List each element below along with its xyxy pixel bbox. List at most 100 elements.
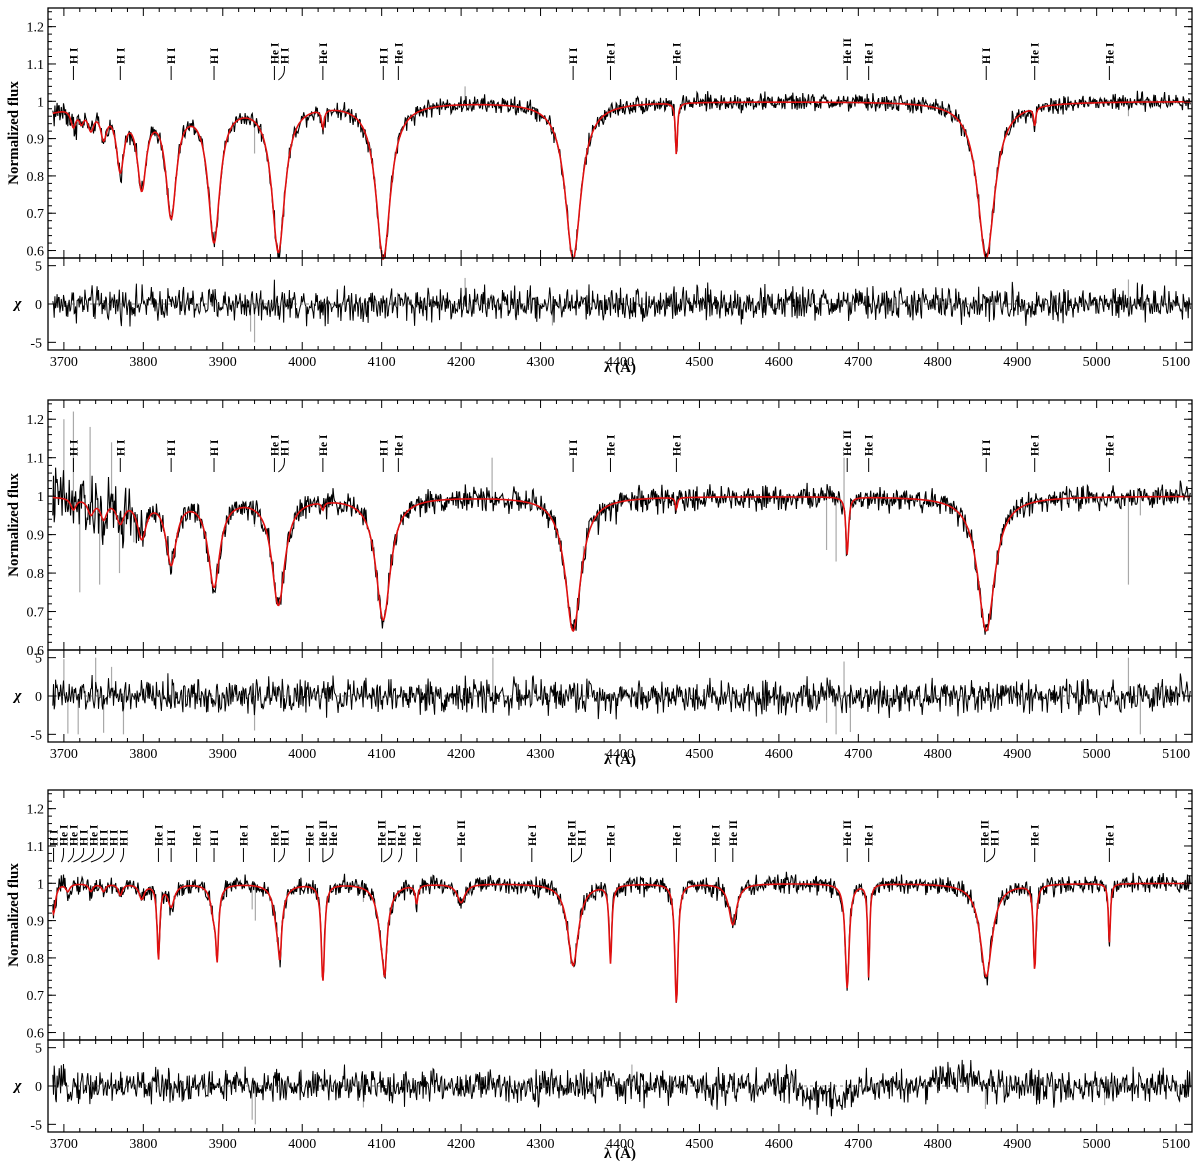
y-tick-label: 1.2 bbox=[27, 803, 45, 818]
line-id-label: He II bbox=[842, 430, 854, 456]
line-id-label: H I bbox=[209, 829, 221, 846]
line-id-label: He I bbox=[1030, 42, 1042, 64]
line-id-label: He I bbox=[527, 824, 539, 846]
line-id-tick bbox=[73, 848, 85, 863]
line-id-label: H I bbox=[115, 439, 127, 456]
y-tick-label: 1.1 bbox=[27, 840, 45, 855]
x-tick-label: 3800 bbox=[129, 747, 157, 762]
x-tick-label: 3900 bbox=[209, 747, 237, 762]
line-id-label: He I bbox=[69, 824, 81, 846]
x-tick-label: 3900 bbox=[209, 1137, 237, 1152]
line-id-tick bbox=[397, 848, 403, 863]
y-tick-label: 0.9 bbox=[27, 915, 45, 930]
x-ticks bbox=[63, 8, 1177, 350]
line-id-tick bbox=[61, 848, 65, 863]
x-tick-label: 3700 bbox=[50, 355, 78, 370]
line-id-label: H I bbox=[387, 829, 399, 846]
line-id-tick bbox=[90, 848, 105, 863]
x-tick-label: 5100 bbox=[1162, 355, 1190, 370]
line-id-tick bbox=[572, 848, 583, 863]
line-id-label: He I bbox=[269, 42, 281, 64]
x-tick-label: 5100 bbox=[1162, 747, 1190, 762]
line-id-label: He I bbox=[864, 42, 876, 64]
x-tick-label: 4000 bbox=[288, 355, 316, 370]
x-tick-label: 5100 bbox=[1162, 1137, 1190, 1152]
residual-curve bbox=[52, 673, 1191, 720]
line-id-label: He II bbox=[980, 820, 992, 846]
y-tick-label: 1.2 bbox=[27, 413, 45, 428]
y-tick-label: -5 bbox=[30, 336, 42, 351]
y-tick-label: 0.9 bbox=[27, 133, 45, 148]
line-id-label: H I bbox=[166, 47, 178, 64]
y-tick-label: -5 bbox=[30, 728, 42, 743]
x-tick-label: 4300 bbox=[527, 747, 555, 762]
line-id-tick bbox=[81, 848, 95, 863]
line-id-label: He I bbox=[304, 824, 316, 846]
x-tick-label: 4400 bbox=[606, 355, 634, 370]
x-tick-label: 4500 bbox=[685, 747, 713, 762]
line-id-tick bbox=[322, 848, 334, 863]
y-tick-label: 0.7 bbox=[27, 207, 45, 222]
line-id-label: He II bbox=[728, 820, 740, 846]
line-id-label: H I bbox=[68, 47, 80, 64]
x-tick-label: 4400 bbox=[606, 1137, 634, 1152]
model-spectrum bbox=[52, 101, 1191, 261]
y-tick-label: 1.2 bbox=[27, 21, 45, 36]
residual-axis-label: χ bbox=[13, 296, 23, 312]
line-id-label: He I bbox=[1104, 824, 1116, 846]
line-id-label: H I bbox=[378, 439, 390, 456]
line-id-label: H I bbox=[279, 829, 291, 846]
x-tick-label: 4700 bbox=[844, 355, 872, 370]
y-tick-label: 0.8 bbox=[27, 170, 45, 185]
x-tick-label: 4600 bbox=[765, 355, 793, 370]
x-axis-label: λ (Å) bbox=[604, 752, 636, 768]
y-tick-label: 5 bbox=[35, 652, 42, 667]
y-tick-label: 5 bbox=[35, 1042, 42, 1057]
spectrum-panel-3: 3700 3800 3900 4000 4100 4200 4300 4400 4500 4600… bbox=[6, 789, 1193, 1162]
x-tick-label: 4100 bbox=[368, 747, 396, 762]
line-id-label: H I bbox=[79, 829, 91, 846]
x-tick-label: 3700 bbox=[50, 1137, 78, 1152]
spectrum-panel-2: 3700 3800 3900 4000 4100 4200 4300 4400 4500 4600… bbox=[6, 399, 1193, 768]
line-id-label: He I bbox=[192, 824, 204, 846]
line-id-label: H I bbox=[577, 829, 589, 846]
line-id-label: He I bbox=[393, 434, 405, 456]
masked-points-flux bbox=[253, 86, 1130, 154]
y-tick-label: 0.9 bbox=[27, 529, 45, 544]
line-id-label: H I bbox=[119, 829, 131, 846]
residual-axis-label: χ bbox=[13, 688, 23, 704]
x-tick-label: 4100 bbox=[368, 1137, 396, 1152]
line-id-label: H I bbox=[981, 439, 993, 456]
line-id-label: He I bbox=[269, 434, 281, 456]
y-tick-label: 1 bbox=[37, 95, 44, 110]
x-tick-label: 4800 bbox=[924, 1137, 952, 1152]
y-tick-label: 5 bbox=[35, 260, 42, 275]
y-tick-label: 0 bbox=[35, 1080, 42, 1095]
observed-spectrum bbox=[52, 871, 1191, 1003]
line-id-label: H I bbox=[981, 47, 993, 64]
line-id-label: H I bbox=[49, 829, 61, 846]
x-tick-label: 4100 bbox=[368, 355, 396, 370]
line-id-tick bbox=[67, 848, 75, 863]
line-id-label: H I bbox=[990, 829, 1002, 846]
y-tick-label: 1 bbox=[37, 490, 44, 505]
line-id-label: He I bbox=[1030, 434, 1042, 456]
x-tick-label: 4200 bbox=[447, 1137, 475, 1152]
x-tick-label: 4500 bbox=[685, 1137, 713, 1152]
y-tick-label: 0 bbox=[35, 298, 42, 313]
line-id-tick bbox=[383, 848, 393, 863]
x-tick-label: 4500 bbox=[685, 355, 713, 370]
y-tick-label: 0.7 bbox=[27, 606, 45, 621]
line-id-label: He I bbox=[1104, 434, 1116, 456]
line-id-label: He I bbox=[671, 42, 683, 64]
line-id-label: He I bbox=[238, 824, 250, 846]
x-tick-label: 4200 bbox=[447, 747, 475, 762]
x-tick-label: 4700 bbox=[844, 747, 872, 762]
y-tick-label: 0.6 bbox=[27, 245, 45, 260]
line-id-label: He II bbox=[842, 38, 854, 64]
line-id-label: H I bbox=[99, 829, 111, 846]
line-id-label: He II bbox=[567, 820, 579, 846]
line-id-label: He I bbox=[605, 42, 617, 64]
line-id-label: H I bbox=[166, 439, 178, 456]
